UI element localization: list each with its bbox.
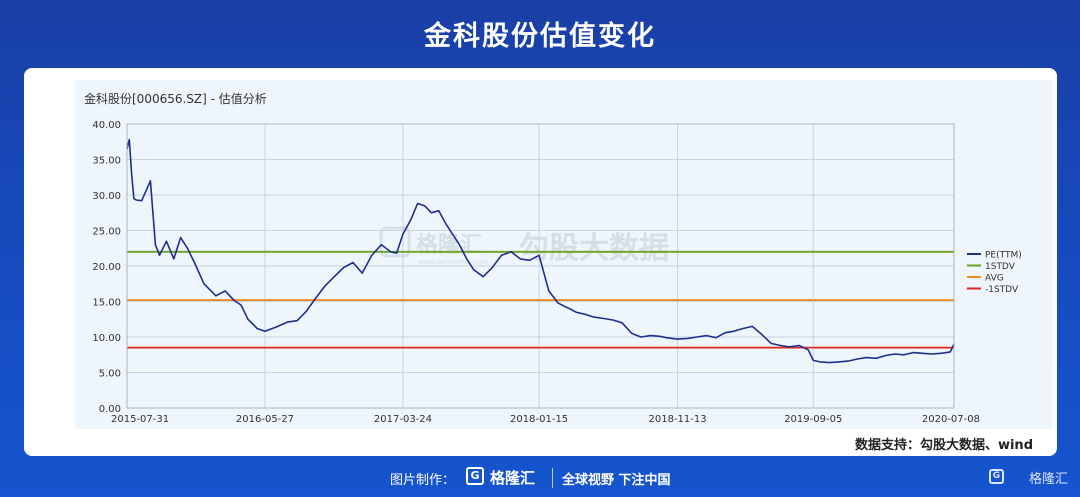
footer-slogan: 全球视野 下注中国 [562,473,671,488]
x-tick-label: 2015-07-31 [111,414,169,425]
series-line-pe-ttm [126,138,955,364]
x-tick-label: 2018-11-13 [649,414,707,425]
legend-label: PE(TTM) [985,251,1022,261]
plot-border [126,123,955,409]
pe-valuation-chart: 金科股份[000656.SZ] - 估值分析 格隆汇 www.gelonghui… [84,91,1022,425]
y-tick-label: 5.00 [99,369,121,380]
legend-label: 1STDV [985,262,1016,272]
legend: PE(TTM)1STDV AVG-1STDV [967,251,1022,295]
watermark-logo-icon [379,226,411,258]
chart-title: 金科股份[000656.SZ] - 估值分析 [84,91,267,106]
reference-lines [127,250,954,349]
x-tick-label: 2020-07-08 [922,414,980,425]
x-tick-label: 2017-03-24 [374,414,432,425]
y-tick-label: 30.00 [92,191,121,202]
page-title: 金科股份估值变化 [424,21,656,52]
legend-label: AVG [985,274,1004,284]
grid-layer [126,123,955,409]
series-layer [126,138,955,364]
corner-brand: 格隆汇 [1028,472,1068,487]
y-tick-label: 0.00 [99,404,121,415]
watermark: 格隆汇 www.gelonghui.com 勾股大数据 [379,226,669,266]
made-by-label: 图片制作： [390,473,456,488]
y-tick-label: 15.00 [92,298,121,309]
chart-panel [75,80,1053,429]
y-tick-label: 40.00 [92,120,121,131]
source-note: 数据支持：勾股大数据、wind [854,438,1033,453]
footer: 图片制作： G 格隆汇 全球视野 下注中国 G 格隆汇 [0,464,1080,492]
corner-logo-icon: G [989,469,1004,484]
chart-card: 金科股份[000656.SZ] - 估值分析 格隆汇 www.gelonghui… [24,68,1057,456]
gelonghui-logo-icon: G [466,467,484,485]
watermark-url: www.gelonghui.com [418,258,489,266]
y-tick-label: 25.00 [92,227,121,238]
watermark-text: 勾股大数据 [519,231,669,266]
y-tick-label: 20.00 [92,262,121,273]
footer-divider [552,468,553,488]
x-tick-label: 2018-01-15 [510,414,568,425]
footer-brand: 格隆汇 [490,469,536,487]
axis-layer: 0.00 5.00 10.00 15.00 20.00 25.00 30.00 35.00 40… [92,120,980,425]
y-tick-label: 10.00 [92,333,121,344]
legend-label: -1STDV [985,285,1019,295]
watermark-brand: 格隆汇 [416,232,482,258]
x-tick-label: 2016-05-27 [236,414,294,425]
x-tick-label: 2019-09-05 [784,414,842,425]
y-tick-label: 35.00 [92,156,121,167]
